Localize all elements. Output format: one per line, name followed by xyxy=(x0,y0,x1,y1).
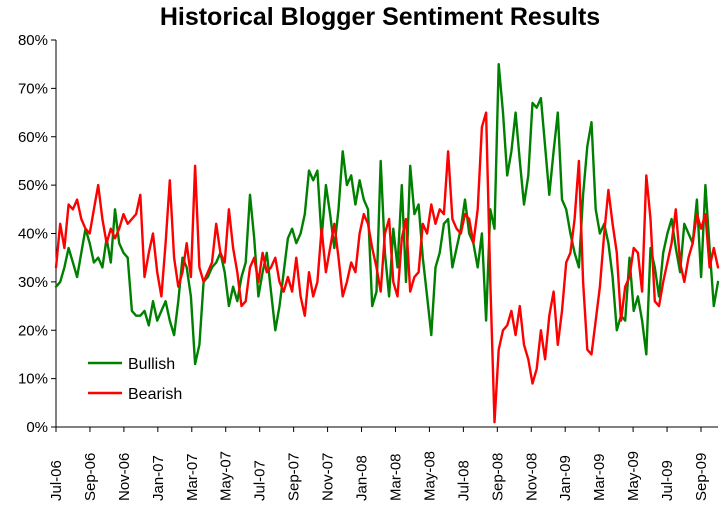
chart-title: Historical Blogger Sentiment Results xyxy=(160,3,600,31)
y-tick-label: 30% xyxy=(18,274,48,291)
y-tick-label: 70% xyxy=(18,80,48,97)
x-tick-label: Sep-07 xyxy=(286,453,303,501)
x-tick-label: Jul-07 xyxy=(252,460,269,501)
y-tick-label: 0% xyxy=(26,419,48,436)
legend-label-bearish: Bearish xyxy=(128,386,182,403)
x-tick-label: Sep-09 xyxy=(693,453,710,501)
x-tick-label: Sep-06 xyxy=(82,453,99,501)
x-tick-label: Nov-07 xyxy=(320,453,337,501)
y-tick-label: 50% xyxy=(18,177,48,194)
y-axis: 0% 10% 20% 30% 40% 50% 60% 70% 80% xyxy=(18,32,57,436)
legend: Bullish Bearish xyxy=(88,356,182,403)
legend-label-bullish: Bullish xyxy=(128,356,175,373)
x-tick-label: May-07 xyxy=(218,451,235,501)
y-tick-label: 60% xyxy=(18,129,48,146)
x-tick-label: Jan-08 xyxy=(354,455,371,501)
x-tick-label: Jul-06 xyxy=(48,460,65,501)
series-line-bullish xyxy=(54,63,720,366)
x-tick-label: Jul-08 xyxy=(455,460,472,501)
y-tick-label: 40% xyxy=(18,226,48,243)
x-tick-label: Jan-09 xyxy=(557,455,574,501)
x-tick-label: Jul-09 xyxy=(659,460,676,501)
y-tick-label: 80% xyxy=(18,32,48,49)
x-tick-label: Nov-08 xyxy=(523,453,540,501)
x-tick-label: Mar-09 xyxy=(591,453,608,501)
y-tick-label: 10% xyxy=(18,371,48,388)
x-tick-label: May-09 xyxy=(625,451,642,501)
x-tick-label: Sep-08 xyxy=(489,453,506,501)
y-tick-label: 20% xyxy=(18,322,48,339)
x-tick-label: Mar-08 xyxy=(387,453,404,501)
x-axis: Jul-06 Sep-06 Nov-06 Jan-07 Mar-07 May-07 Jul-… xyxy=(48,426,718,501)
series-lines xyxy=(54,63,720,424)
series-line-bearish xyxy=(54,111,720,424)
x-tick-label: Mar-07 xyxy=(184,453,201,501)
x-tick-label: Nov-06 xyxy=(116,453,133,501)
x-tick-label: Jan-07 xyxy=(150,455,167,501)
x-tick-label: May-08 xyxy=(421,451,438,501)
